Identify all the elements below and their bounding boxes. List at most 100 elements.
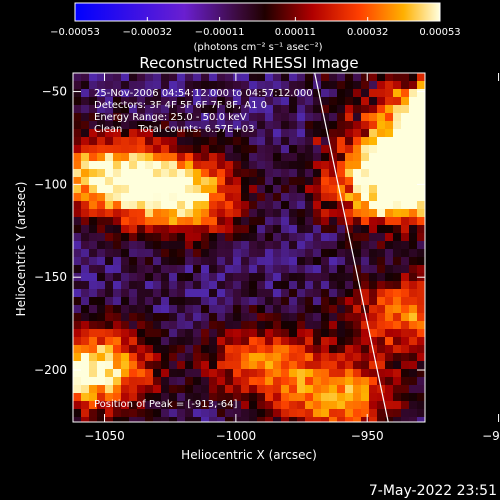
heatmap-cell	[313, 417, 322, 422]
heatmap-cell	[417, 257, 425, 266]
heatmap-cell	[153, 265, 162, 274]
heatmap-cell	[353, 169, 362, 178]
heatmap-cell	[273, 297, 282, 306]
heatmap-cell	[89, 81, 98, 90]
heatmap-cell	[177, 161, 186, 170]
heatmap-cell	[225, 313, 234, 322]
heatmap-cell	[169, 129, 178, 138]
heatmap-cell	[353, 393, 362, 402]
heatmap-cell	[193, 385, 202, 394]
heatmap-cell	[313, 113, 322, 122]
heatmap-cell	[201, 273, 210, 282]
heatmap-cell	[337, 145, 346, 154]
heatmap-cell	[129, 89, 138, 98]
heatmap-cell	[145, 161, 154, 170]
heatmap-cell	[281, 385, 290, 394]
heatmap-cell	[145, 361, 154, 370]
heatmap-cell	[361, 129, 370, 138]
heatmap-cell	[105, 121, 114, 130]
heatmap-cell	[377, 81, 386, 90]
heatmap-cell	[393, 409, 402, 418]
heatmap-cell	[353, 177, 362, 186]
heatmap-cell	[177, 361, 186, 370]
heatmap-cell	[97, 105, 106, 114]
heatmap-cell	[169, 233, 178, 242]
colorbar-tick-label: −0.00011	[195, 27, 245, 38]
heatmap-cell	[161, 113, 170, 122]
heatmap-cell	[121, 225, 130, 234]
heatmap-cell	[361, 169, 370, 178]
heatmap-cell	[401, 97, 410, 106]
heatmap-cell	[385, 273, 394, 282]
heatmap-cell	[217, 353, 226, 362]
heatmap-cell	[257, 233, 266, 242]
heatmap-cell	[201, 305, 210, 314]
heatmap-cell	[89, 201, 98, 210]
heatmap-cell	[305, 257, 314, 266]
heatmap-cell	[217, 137, 226, 146]
heatmap-cell	[289, 89, 298, 98]
footer-timestamp: 7-May-2022 23:51	[369, 483, 497, 499]
heatmap-cell	[265, 177, 274, 186]
heatmap-cell	[289, 281, 298, 290]
heatmap-cell	[193, 257, 202, 266]
heatmap-cell	[89, 145, 98, 154]
heatmap-cell	[273, 161, 282, 170]
heatmap-cell	[105, 89, 114, 98]
heatmap-cell	[249, 217, 258, 226]
heatmap-cell	[153, 177, 162, 186]
heatmap-cell	[417, 401, 425, 410]
heatmap-cell	[121, 137, 130, 146]
heatmap-cell	[209, 313, 218, 322]
heatmap-cell	[209, 297, 218, 306]
heatmap-cell	[185, 105, 194, 114]
heatmap-cell	[377, 185, 386, 194]
heatmap-cell	[297, 313, 306, 322]
heatmap-cell	[105, 265, 114, 274]
heatmap-cell	[73, 145, 82, 154]
heatmap-cell	[153, 129, 162, 138]
heatmap-cell	[105, 361, 114, 370]
heatmap-cell	[369, 137, 378, 146]
heatmap-cell	[129, 377, 138, 386]
heatmap-cell	[377, 297, 386, 306]
heatmap-cell	[321, 225, 330, 234]
heatmap-cell	[297, 129, 306, 138]
heatmap-cell	[89, 217, 98, 226]
heatmap-cell	[105, 129, 114, 138]
heatmap-cell	[105, 385, 114, 394]
heatmap-cell	[329, 169, 338, 178]
heatmap-cell	[345, 137, 354, 146]
heatmap-cell	[409, 353, 418, 362]
heatmap-cell	[153, 81, 162, 90]
heatmap-cell	[385, 233, 394, 242]
heatmap-cell	[209, 417, 218, 422]
heatmap-cell	[345, 393, 354, 402]
heatmap-cell	[377, 145, 386, 154]
heatmap-cell	[265, 337, 274, 346]
heatmap-cell	[169, 161, 178, 170]
heatmap-cell	[233, 209, 242, 218]
heatmap-cell	[209, 377, 218, 386]
heatmap-cell	[177, 97, 186, 106]
heatmap-cell	[377, 417, 386, 422]
heatmap-cell	[225, 225, 234, 234]
heatmap-cell	[361, 217, 370, 226]
heatmap-cell	[225, 377, 234, 386]
heatmap-cell	[257, 137, 266, 146]
heatmap-cell	[273, 265, 282, 274]
heatmap-cell	[89, 233, 98, 242]
heatmap-cell	[329, 153, 338, 162]
heatmap-cell	[313, 217, 322, 226]
heatmap-cell	[73, 393, 82, 402]
heatmap-cell	[337, 73, 346, 82]
heatmap-cell	[377, 113, 386, 122]
heatmap-cell	[129, 193, 138, 202]
heatmap-cell	[409, 129, 418, 138]
heatmap-cell	[361, 97, 370, 106]
heatmap-cell	[201, 321, 210, 330]
heatmap-cell	[185, 329, 194, 338]
heatmap-cell	[257, 345, 266, 354]
heatmap-cell	[145, 257, 154, 266]
heatmap-cell	[409, 233, 418, 242]
